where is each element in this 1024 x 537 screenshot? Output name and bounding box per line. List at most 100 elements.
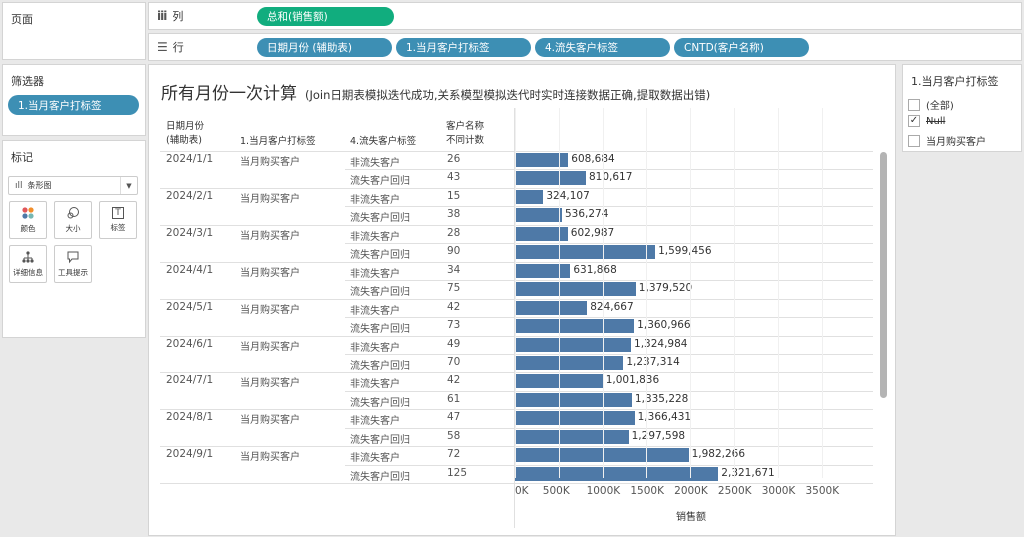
cell-churn-tag: 非流失客户 [350, 268, 400, 280]
color-card[interactable]: 颜色 [9, 201, 47, 239]
filter-pill-customer-tag[interactable]: 1.当月客户打标签 [8, 95, 139, 115]
bar-mark[interactable] [515, 319, 635, 334]
header-customer-tag: 1.当月客户打标签 [240, 136, 316, 147]
cell-churn-tag: 非流失客户 [350, 453, 400, 465]
columns-pill-sum-sales[interactable]: 总和(销售额) [257, 6, 394, 26]
bar-chart-icon: ıll [15, 180, 23, 191]
columns-shelf[interactable]: iii 列 总和(销售额) [148, 2, 1022, 30]
bar-mark[interactable] [515, 189, 544, 204]
chevron-down-icon[interactable]: ▼ [120, 177, 137, 194]
row-separator [345, 243, 873, 245]
cell-churn-tag: 非流失客户 [350, 231, 400, 243]
rows-pill-date-month[interactable]: 日期月份 (辅助表) [257, 37, 392, 57]
header-customer-count: 客户名称 不同计数 [446, 121, 485, 146]
rows-icon: ☰ [157, 40, 168, 54]
legend-item[interactable]: ✓ Null [908, 115, 945, 127]
row-separator [345, 206, 873, 208]
legend-item[interactable]: 当月购买客户 [908, 133, 986, 148]
cell-customer-tag: 当月购买客户 [240, 230, 300, 242]
legend-item[interactable]: (全部) [908, 97, 954, 112]
cell-customer-tag: 当月购买客户 [240, 157, 300, 168]
legend-title: 1.当月客户打标签 [911, 75, 999, 88]
checkbox-icon[interactable] [908, 98, 920, 111]
x-axis-tick-label: 3000K [761, 485, 796, 497]
group-separator [160, 151, 873, 152]
cell-churn-tag: 流失客户回归 [350, 250, 410, 262]
checkbox-icon[interactable] [908, 134, 920, 147]
bar-data-label: 810,617 [588, 171, 633, 184]
bar-mark[interactable] [515, 208, 562, 223]
rows-pill-churn-tag[interactable]: 4.流失客户标签 [535, 37, 670, 57]
rows-shelf[interactable]: ☰ 行 日期月份 (辅助表) 1.当月客户打标签 4.流失客户标签 CNTD(客… [148, 33, 1022, 61]
group-separator [160, 298, 873, 300]
bar-mark[interactable] [515, 337, 632, 352]
group-separator [160, 224, 873, 226]
size-card[interactable]: 大小 [54, 201, 92, 239]
bar-mark[interactable] [515, 411, 635, 426]
color-icon [22, 207, 34, 219]
bar-mark[interactable] [515, 429, 629, 444]
rows-pill-customer-tag[interactable]: 1.当月客户打标签 [396, 37, 531, 57]
text-icon: T [112, 207, 124, 219]
group-separator [160, 446, 873, 448]
x-gridline [602, 108, 604, 478]
bar-mark[interactable] [515, 355, 624, 370]
size-icon [67, 207, 79, 219]
legend-panel: 1.当月客户打标签 [902, 64, 1022, 152]
bar-mark[interactable] [515, 245, 656, 260]
row-separator [345, 390, 873, 392]
cell-date: 2024/9/1 [166, 448, 214, 461]
bar-data-label: 1,335,228 [634, 392, 689, 405]
bar-data-label: 602,987 [570, 226, 615, 239]
group-separator [160, 409, 873, 411]
bar-mark[interactable] [515, 448, 689, 463]
x-gridline [558, 108, 560, 478]
x-gridline [690, 108, 692, 478]
x-gridline [733, 108, 735, 478]
bar-mark[interactable] [515, 226, 568, 241]
x-axis-tick-label: 1500K [630, 485, 664, 497]
cell-customer-tag: 当月购买客户 [240, 304, 300, 316]
cell-customer-count: 26 [447, 153, 461, 165]
cell-date: 2024/8/1 [166, 411, 214, 424]
legend-item-label: 当月购买客户 [926, 137, 986, 148]
marks-title: 标记 [11, 151, 33, 164]
bar-mark[interactable] [515, 392, 632, 407]
vertical-scrollbar[interactable] [880, 152, 887, 398]
bar-data-label: 2,321,671 [721, 466, 775, 479]
row-separator [160, 483, 873, 485]
bar-data-label: 1,982,266 [691, 448, 746, 461]
columns-icon: iii [157, 9, 167, 23]
cell-customer-tag: 当月购买客户 [240, 193, 300, 205]
detail-icon [22, 251, 34, 263]
label-card[interactable]: T 标签 [99, 201, 137, 239]
detail-card[interactable]: 详细信息 [9, 245, 47, 283]
bar-mark[interactable] [515, 153, 569, 167]
bar-mark[interactable] [515, 171, 586, 186]
rows-shelf-label: ☰ 行 [157, 40, 184, 54]
bar-mark[interactable] [515, 300, 588, 315]
cell-churn-tag: 流失客户回归 [350, 213, 410, 225]
cell-customer-count: 49 [447, 337, 461, 350]
mark-type-dropdown[interactable]: ıll 条形图 ▼ [8, 176, 138, 195]
mark-type-value: 条形图 [27, 181, 52, 190]
bar-data-label: 1,297,598 [631, 429, 686, 442]
x-axis-tick-label: 2000K [674, 485, 708, 497]
bar-data-label: 1,360,966 [637, 319, 691, 332]
cell-churn-tag: 流失客户回归 [350, 397, 410, 409]
cell-churn-tag: 流失客户回归 [350, 176, 410, 188]
cell-date: 2024/3/1 [166, 226, 214, 239]
bar-mark[interactable] [515, 282, 636, 297]
cell-customer-count: 28 [447, 226, 461, 239]
cell-customer-tag: 当月购买客户 [240, 415, 300, 427]
x-axis-tick-label: 3500K [805, 485, 840, 497]
rows-pill-cntd-customer[interactable]: CNTD(客户名称) [674, 37, 809, 57]
bar-mark[interactable] [515, 466, 719, 481]
checkbox-checked-icon[interactable]: ✓ [908, 115, 920, 127]
pages-panel: 页面 [2, 2, 146, 60]
viz-title: 所有月份一次计算 (Join日期表模拟迭代成功,关系模型模拟迭代时实时连接数据正确… [161, 84, 711, 104]
bar-mark[interactable] [515, 263, 571, 278]
tooltip-card[interactable]: 工具提示 [54, 245, 92, 283]
cell-churn-tag: 非流失客户 [350, 379, 400, 391]
cell-date: 2024/2/1 [166, 189, 214, 202]
